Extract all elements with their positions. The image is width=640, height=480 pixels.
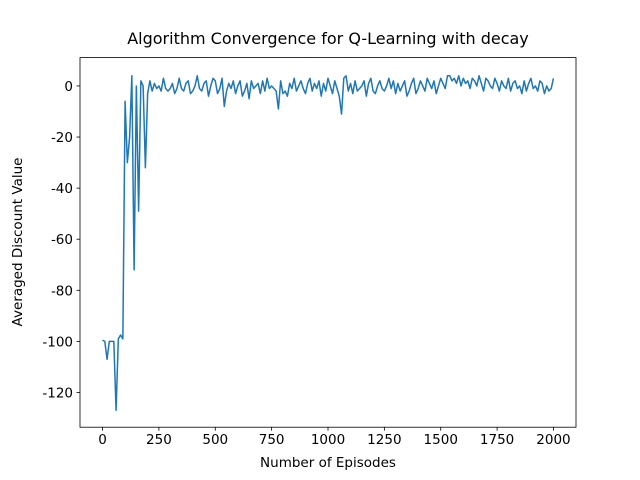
- y-axis-label: Averaged Discount Value: [10, 158, 26, 327]
- y-tick-label: -120: [42, 385, 73, 401]
- y-tick-label: -100: [42, 334, 73, 350]
- data-line: [102, 74, 555, 412]
- x-tick-label: 1000: [311, 432, 345, 448]
- y-tick-label: -80: [51, 283, 73, 299]
- y-tick-label: -40: [51, 181, 73, 197]
- chart-title: Algorithm Convergence for Q-Learning wit…: [127, 29, 529, 48]
- x-tick-label: 2000: [536, 432, 570, 448]
- x-tick-label: 750: [259, 432, 285, 448]
- x-axis-label: Number of Episodes: [260, 455, 396, 471]
- x-tick-label: 1250: [367, 432, 401, 448]
- x-tick-label: 0: [98, 432, 107, 448]
- y-tick-label: 0: [64, 79, 73, 95]
- y-tick-label: -20: [51, 130, 73, 146]
- x-tick-label: 500: [202, 432, 228, 448]
- plot-frame: [79, 57, 577, 428]
- x-tick-label: 250: [146, 432, 172, 448]
- x-tick-label: 1500: [424, 432, 458, 448]
- x-tick-label: 1750: [480, 432, 514, 448]
- y-tick-label: -60: [51, 232, 73, 248]
